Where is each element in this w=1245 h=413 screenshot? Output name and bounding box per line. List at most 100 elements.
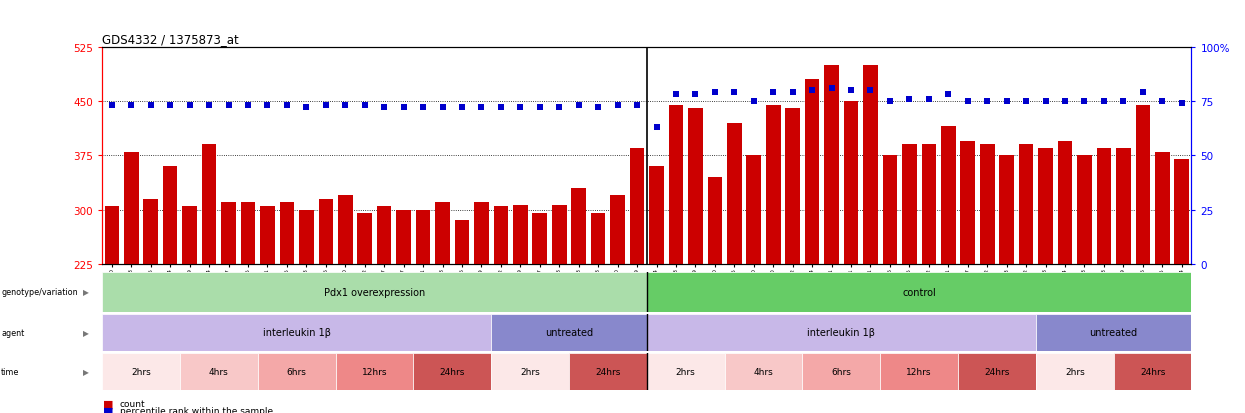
Bar bbox=[610, 196, 625, 264]
Bar bbox=[960, 142, 975, 264]
Bar bbox=[319, 199, 334, 264]
Text: GDS4332 / 1375873_at: GDS4332 / 1375873_at bbox=[102, 33, 239, 46]
Point bbox=[880, 98, 900, 105]
Bar bbox=[804, 80, 819, 264]
Bar bbox=[102, 314, 491, 351]
Bar bbox=[102, 353, 181, 390]
Bar bbox=[959, 353, 1036, 390]
Bar bbox=[569, 353, 647, 390]
Text: interleukin 1β: interleukin 1β bbox=[263, 328, 331, 337]
Bar bbox=[182, 206, 197, 264]
Text: 12hrs: 12hrs bbox=[362, 367, 387, 376]
Bar bbox=[647, 273, 1191, 312]
Point bbox=[199, 103, 219, 109]
Text: ■: ■ bbox=[103, 399, 113, 409]
Point bbox=[783, 90, 803, 96]
Bar bbox=[880, 353, 959, 390]
Text: 6hrs: 6hrs bbox=[832, 367, 852, 376]
Bar bbox=[669, 105, 684, 264]
Bar bbox=[357, 214, 372, 264]
Point bbox=[258, 103, 278, 109]
Point bbox=[141, 103, 161, 109]
Bar bbox=[824, 66, 839, 264]
Bar bbox=[1097, 149, 1112, 264]
Bar bbox=[299, 210, 314, 264]
Bar bbox=[1113, 353, 1191, 390]
Text: 12hrs: 12hrs bbox=[906, 367, 931, 376]
Bar bbox=[1018, 145, 1033, 264]
Bar bbox=[903, 145, 916, 264]
Point bbox=[1172, 100, 1191, 107]
Bar bbox=[493, 206, 508, 264]
Point bbox=[919, 96, 939, 103]
Point bbox=[646, 124, 666, 131]
Bar bbox=[941, 127, 956, 264]
Point bbox=[1074, 98, 1094, 105]
Point bbox=[102, 103, 122, 109]
Bar bbox=[533, 214, 547, 264]
Bar bbox=[240, 203, 255, 264]
Point bbox=[860, 88, 880, 94]
Bar bbox=[258, 353, 336, 390]
Bar bbox=[1036, 314, 1191, 351]
Text: 24hrs: 24hrs bbox=[439, 367, 464, 376]
Bar bbox=[766, 105, 781, 264]
Bar bbox=[454, 221, 469, 264]
Bar bbox=[1036, 353, 1113, 390]
Text: percentile rank within the sample: percentile rank within the sample bbox=[120, 406, 273, 413]
Point bbox=[1113, 98, 1133, 105]
Bar bbox=[980, 145, 995, 264]
Text: ▶: ▶ bbox=[83, 367, 90, 376]
Bar bbox=[491, 353, 569, 390]
Bar bbox=[436, 203, 449, 264]
Text: genotype/variation: genotype/variation bbox=[1, 288, 78, 297]
Point bbox=[276, 103, 296, 109]
Bar bbox=[1038, 149, 1053, 264]
Point bbox=[161, 103, 181, 109]
Bar bbox=[181, 353, 258, 390]
Bar bbox=[688, 109, 702, 264]
Bar bbox=[844, 102, 858, 264]
Text: 24hrs: 24hrs bbox=[595, 367, 620, 376]
Bar bbox=[280, 203, 294, 264]
Point bbox=[939, 92, 959, 99]
Bar bbox=[513, 205, 528, 264]
Point bbox=[179, 103, 199, 109]
Point bbox=[452, 105, 472, 112]
Text: 2hrs: 2hrs bbox=[1064, 367, 1084, 376]
Point bbox=[666, 92, 686, 99]
Point bbox=[510, 105, 530, 112]
Point bbox=[1133, 90, 1153, 96]
Text: untreated: untreated bbox=[1089, 328, 1138, 337]
Point bbox=[588, 105, 608, 112]
Bar bbox=[413, 353, 491, 390]
Point bbox=[743, 98, 763, 105]
Point bbox=[977, 98, 997, 105]
Point bbox=[997, 98, 1017, 105]
Point bbox=[219, 103, 239, 109]
Point bbox=[549, 105, 569, 112]
Bar bbox=[336, 353, 413, 390]
Bar bbox=[416, 210, 431, 264]
Point bbox=[763, 90, 783, 96]
Point bbox=[296, 105, 316, 112]
Bar bbox=[222, 203, 235, 264]
Point bbox=[1094, 98, 1114, 105]
Bar bbox=[647, 314, 1036, 351]
Text: 2hrs: 2hrs bbox=[520, 367, 540, 376]
Point bbox=[608, 103, 627, 109]
Point bbox=[842, 88, 862, 94]
Bar bbox=[649, 167, 664, 264]
Text: ▶: ▶ bbox=[83, 288, 90, 297]
Bar bbox=[1077, 156, 1092, 264]
Bar bbox=[552, 205, 566, 264]
Bar bbox=[863, 66, 878, 264]
Point bbox=[491, 105, 510, 112]
Bar bbox=[647, 353, 725, 390]
Text: 4hrs: 4hrs bbox=[753, 367, 773, 376]
Point bbox=[1153, 98, 1173, 105]
Point bbox=[1016, 98, 1036, 105]
Point bbox=[1036, 98, 1056, 105]
Point bbox=[121, 103, 141, 109]
Bar bbox=[921, 145, 936, 264]
